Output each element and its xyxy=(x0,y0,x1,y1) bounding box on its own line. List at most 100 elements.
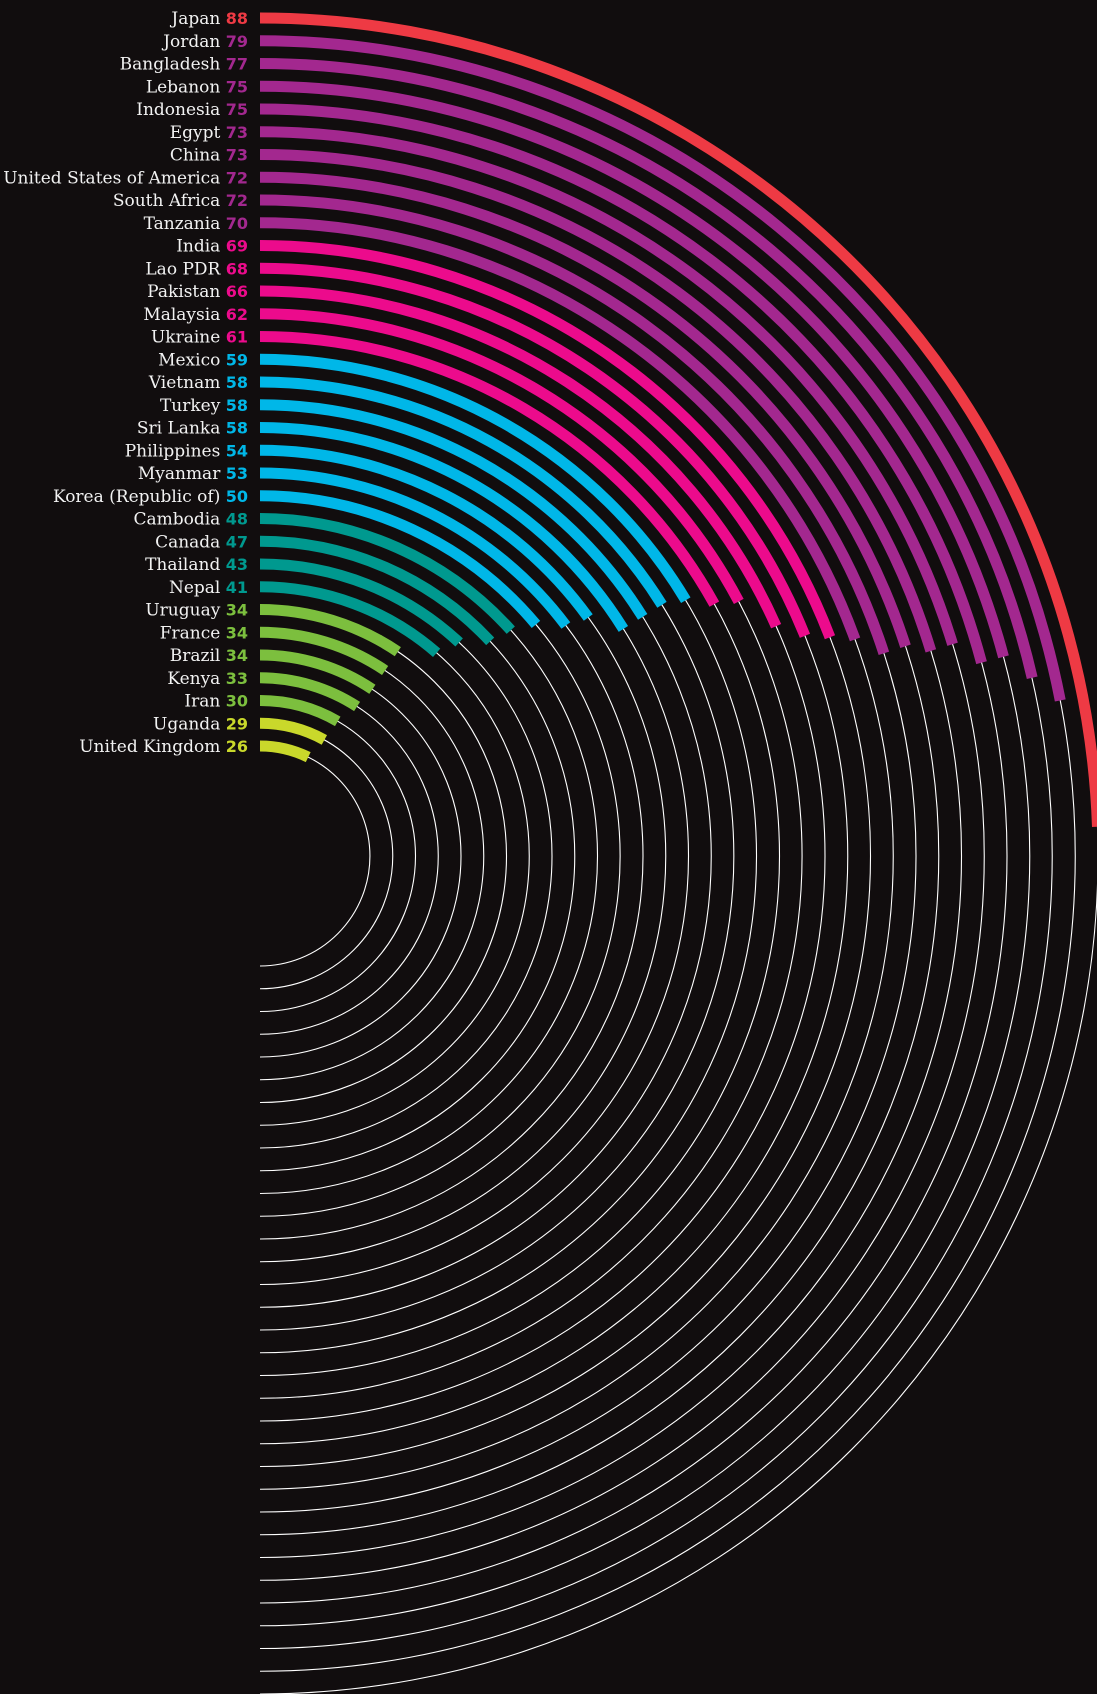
country-value: 34 xyxy=(226,646,248,665)
bar-vietnam xyxy=(259,376,667,608)
label-jordan: Jordan 79 xyxy=(161,32,248,52)
label-brazil: Brazil 34 xyxy=(170,646,248,666)
country-name: Uruguay xyxy=(145,601,225,621)
label-south-africa: South Africa 72 xyxy=(113,191,248,211)
bar-mexico xyxy=(259,353,691,603)
label-japan: Japan 88 xyxy=(169,9,248,29)
track-thailand xyxy=(259,563,553,1149)
country-name: Mexico xyxy=(158,350,226,370)
bar-iran xyxy=(259,695,341,727)
country-value: 61 xyxy=(226,328,248,347)
bar-jordan xyxy=(259,35,1066,702)
country-name: South Africa xyxy=(113,191,226,211)
country-value: 54 xyxy=(226,441,248,460)
label-united-kingdom: United Kingdom 26 xyxy=(79,737,248,757)
label-kenya: Kenya 33 xyxy=(167,669,248,689)
bar-nepal xyxy=(259,581,441,657)
track-uganda xyxy=(259,722,394,990)
country-name: Canada xyxy=(155,532,226,552)
country-value: 26 xyxy=(226,737,248,756)
label-egypt: Egypt 73 xyxy=(170,123,248,143)
country-name: China xyxy=(170,146,226,166)
country-value: 58 xyxy=(226,419,248,438)
country-name: Ukraine xyxy=(151,328,226,348)
country-value: 72 xyxy=(226,191,248,210)
country-value: 53 xyxy=(226,464,248,483)
bar-malaysia xyxy=(259,308,744,605)
label-korea-republic-of: Korea (Republic of) 50 xyxy=(53,487,248,507)
country-value: 69 xyxy=(226,237,248,256)
bar-uganda xyxy=(259,717,328,745)
country-name: Nepal xyxy=(169,578,226,598)
bar-india xyxy=(259,240,836,640)
country-name: France xyxy=(160,623,226,643)
country-name: Japan xyxy=(169,9,225,29)
country-name: Brazil xyxy=(170,646,226,666)
label-united-states-of-america: United States of America 72 xyxy=(3,168,248,188)
country-value: 75 xyxy=(226,100,248,119)
country-value: 47 xyxy=(226,532,248,551)
label-lebanon: Lebanon 75 xyxy=(146,77,248,97)
country-value: 73 xyxy=(226,146,248,165)
country-name: Cambodia xyxy=(133,510,225,530)
country-value: 29 xyxy=(226,714,248,733)
label-thailand: Thailand 43 xyxy=(145,555,248,575)
country-value: 68 xyxy=(226,259,248,278)
country-value: 48 xyxy=(226,510,248,529)
label-myanmar: Myanmar 53 xyxy=(138,464,248,484)
label-tanzania: Tanzania 70 xyxy=(144,214,248,234)
label-indonesia: Indonesia 75 xyxy=(136,100,248,120)
bar-uruguay xyxy=(259,604,401,657)
label-nepal: Nepal 41 xyxy=(169,578,248,598)
label-canada: Canada 47 xyxy=(155,532,248,552)
bars-layer xyxy=(259,12,1097,827)
bar-indonesia xyxy=(259,103,987,665)
country-name: Indonesia xyxy=(136,100,226,120)
country-value: 59 xyxy=(226,350,248,369)
country-name: Myanmar xyxy=(138,464,226,484)
label-mexico: Mexico 59 xyxy=(158,350,248,370)
country-value: 88 xyxy=(226,9,248,28)
country-name: Iran xyxy=(184,692,225,712)
track-indonesia xyxy=(259,108,1008,1604)
bar-japan xyxy=(259,12,1097,827)
label-uruguay: Uruguay 34 xyxy=(145,601,248,621)
bar-ukraine xyxy=(259,331,720,607)
bar-egypt xyxy=(259,126,958,646)
bar-united-states-of-america xyxy=(259,171,911,648)
bar-sri-lanka xyxy=(259,422,629,632)
bar-pakistan xyxy=(259,285,782,629)
country-name: Egypt xyxy=(170,123,226,143)
country-value: 33 xyxy=(226,669,248,688)
label-china: China 73 xyxy=(170,146,248,166)
track-nepal xyxy=(259,586,530,1126)
country-value: 70 xyxy=(226,214,248,233)
bar-philippines xyxy=(259,444,593,621)
bar-france xyxy=(259,626,389,676)
bar-turkey xyxy=(259,399,648,620)
country-value: 43 xyxy=(226,555,248,574)
label-cambodia: Cambodia 48 xyxy=(133,510,248,530)
label-india: India 69 xyxy=(176,237,248,257)
label-turkey: Turkey 58 xyxy=(160,396,248,416)
country-value: 72 xyxy=(226,168,248,187)
country-name: Lao PDR xyxy=(145,259,225,279)
country-value: 73 xyxy=(226,123,248,142)
bar-bangladesh xyxy=(259,58,1038,679)
country-value: 34 xyxy=(226,623,248,642)
label-malaysia: Malaysia 62 xyxy=(143,305,248,325)
bar-canada xyxy=(259,535,495,646)
bar-lao-pdr xyxy=(259,262,811,638)
country-value: 75 xyxy=(226,77,248,96)
track-brazil xyxy=(259,654,462,1058)
country-name: United Kingdom xyxy=(79,737,226,757)
label-pakistan: Pakistan 66 xyxy=(147,282,248,302)
label-france: France 34 xyxy=(160,623,248,643)
country-name: Uganda xyxy=(153,714,226,734)
label-vietnam: Vietnam 58 xyxy=(148,373,248,393)
country-name: Tanzania xyxy=(144,214,226,234)
country-name: Turkey xyxy=(160,396,226,416)
